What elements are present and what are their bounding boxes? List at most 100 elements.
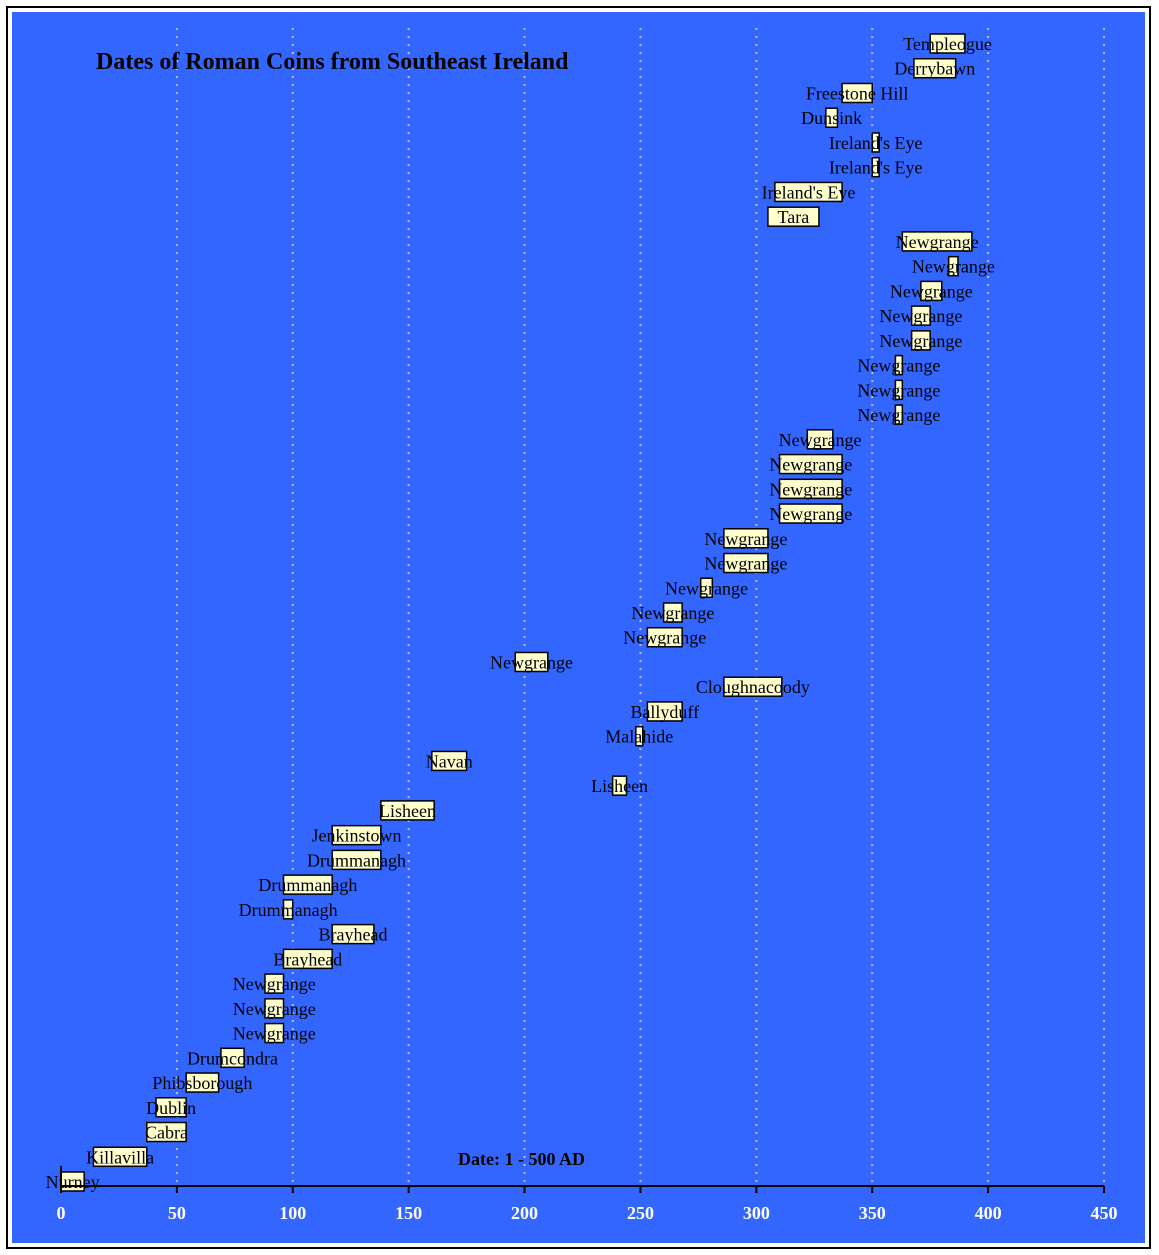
range-label-0: Templeogue [903,34,992,54]
range-label-37: Brayhead [273,949,342,969]
range-bar-0 [929,33,966,54]
range-label-19: Newgrange [769,504,852,524]
range-bar-38 [264,973,285,994]
x-tick-label-0: 0 [57,1203,66,1223]
range-bar-31 [380,800,435,821]
range-label-31: Lisheen [379,801,436,821]
range-bar-30 [611,775,628,796]
range-label-45: Killavilla [86,1147,154,1167]
range-bar-15 [894,404,904,425]
range-label-26: Cloughnacoody [696,677,810,697]
range-label-13: Newgrange [857,356,940,376]
range-bar-33 [331,849,382,871]
range-bar-16 [806,429,834,450]
range-label-42: Phibsborough [152,1073,252,1093]
range-label-10: Newgrange [890,281,973,301]
range-label-1: Derrybawn [894,59,975,79]
range-bar-42 [185,1072,220,1093]
range-label-18: Newgrange [769,479,852,499]
range-label-7: Tara [778,207,810,227]
range-label-34: Drummanagh [258,875,357,895]
range-label-22: Newgrange [665,578,748,598]
range-label-27: Ballyduff [630,702,699,722]
range-bar-13 [894,354,904,376]
range-bar-19 [778,503,843,524]
chart-title: Dates of Roman Coins from Southeast Irel… [96,49,569,75]
range-label-15: Newgrange [857,405,940,425]
range-bar-21 [723,552,769,574]
range-bar-20 [723,528,769,549]
range-bar-26 [723,676,783,697]
x-tick-label-150: 150 [395,1203,422,1223]
range-bar-18 [778,478,843,500]
range-bar-37 [282,948,333,970]
range-label-14: Newgrange [857,380,940,400]
bars: Templeogue Derrybawn Freestone Hill Dunsink… [46,33,995,1192]
range-label-35: Drummanagh [239,900,338,920]
range-bar-41 [220,1047,245,1069]
range-label-9: Newgrange [912,257,995,277]
range-bar-4 [871,132,880,153]
x-tick-label-100: 100 [279,1203,306,1223]
range-label-16: Newgrange [779,430,862,450]
range-bar-39 [264,998,285,1019]
range-bar-28 [635,725,644,747]
range-label-12: Newgrange [879,331,962,351]
range-bar-34 [282,874,333,895]
x-tick-label-50: 50 [168,1203,186,1223]
range-label-23: Newgrange [631,603,714,623]
range-label-8: Newgrange [896,232,979,252]
range-bar-44 [146,1121,187,1143]
range-bar-10 [920,280,943,302]
range-label-17: Newgrange [769,455,852,475]
range-label-41: Drumcondra [187,1048,278,1068]
range-label-33: Drummanagh [307,850,406,870]
x-tick-label-350: 350 [859,1203,886,1223]
range-bar-27 [646,701,683,722]
range-bar-1 [913,57,957,79]
grid [175,28,1105,1186]
x-tick-label-200: 200 [511,1203,538,1223]
range-label-11: Newgrange [879,306,962,326]
range-bar-12 [910,330,931,351]
range-bar-24 [646,626,683,648]
range-label-28: Malahide [605,727,673,747]
range-label-38: Newgrange [233,974,316,994]
chart-container: Templeogue Derrybawn Freestone Hill Dunsink… [8,8,1153,1251]
range-bar-8 [901,231,973,252]
range-bar-23 [662,602,683,623]
x-axis: 0 50 100 150 200 250 300 350 400 450 [57,1166,1118,1223]
x-axis-label: Date: 1 - 500 AD [458,1149,585,1169]
range-bar-25 [514,651,549,673]
range-label-24: Newgrange [623,628,706,648]
range-label-30: Lisheen [591,776,648,796]
range-label-46: Nurney [46,1172,100,1192]
range-label-2: Freestone Hill [806,83,908,103]
range-bar-14 [894,379,904,401]
x-tick-label-250: 250 [627,1203,654,1223]
range-bar-3 [825,107,839,128]
x-tick-label-400: 400 [975,1203,1002,1223]
range-label-29: Navan [426,751,473,771]
range-bar-7 [767,206,820,227]
x-tick-label-450: 450 [1091,1203,1118,1223]
range-bar-22 [699,577,714,599]
range-label-20: Newgrange [704,529,787,549]
range-bar-11 [910,305,931,326]
range-bar-17 [778,453,843,475]
range-bar-43 [155,1097,187,1118]
range-label-3: Dunsink [801,108,862,128]
range-label-39: Newgrange [233,999,316,1019]
range-label-21: Newgrange [704,554,787,574]
range-bar-32 [331,824,382,846]
plot-background [12,12,1145,1243]
range-label-32: Jenkinstown [312,826,402,846]
chart-svg: Templeogue Derrybawn Freestone Hill Dunsink… [12,12,1145,1243]
range-label-25: Newgrange [490,652,573,672]
range-bar-29 [431,750,468,772]
range-bar-5 [871,156,880,178]
range-label-6: Ireland's Eye [762,182,856,202]
range-bar-40 [264,1022,285,1044]
range-bar-2 [841,82,873,104]
range-label-40: Newgrange [233,1024,316,1044]
